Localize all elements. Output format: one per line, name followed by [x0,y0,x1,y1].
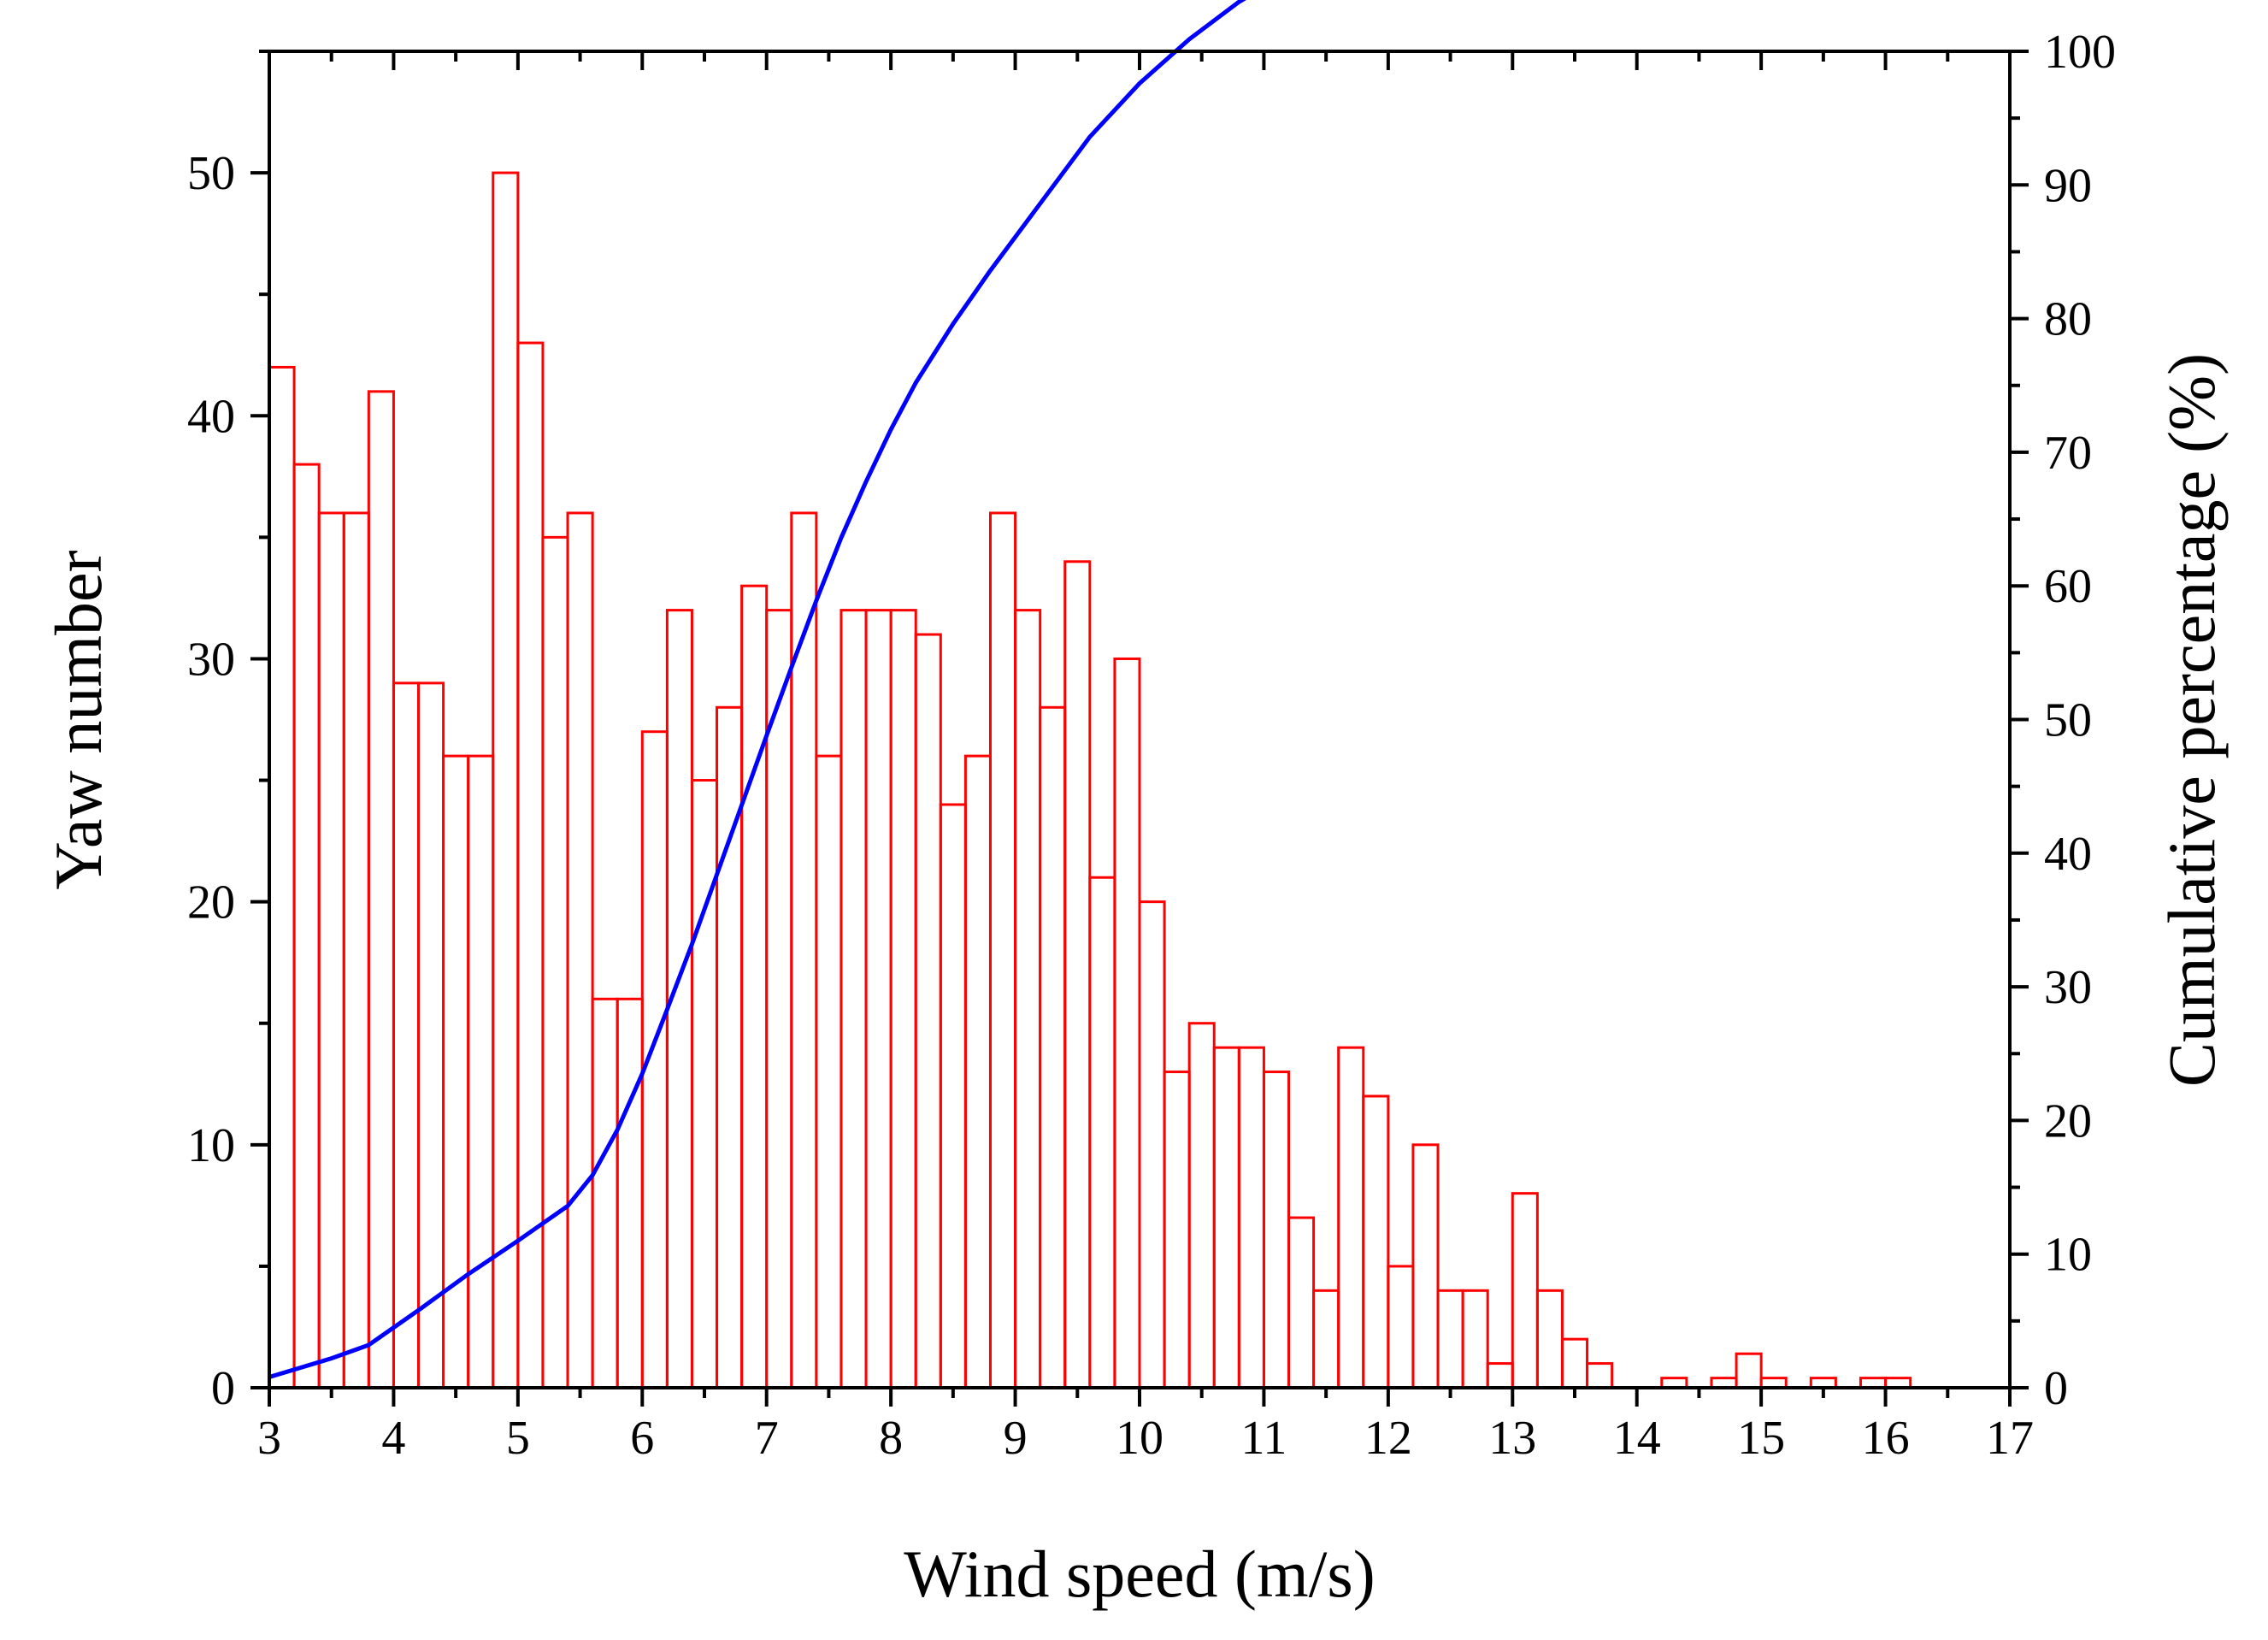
cumulative-line [268,0,1246,1379]
histogram-bar [1187,1022,1216,1389]
x-tick-label: 16 [1862,1412,1910,1465]
axis-ticks [250,50,2029,1407]
y2-tick-label: 70 [2044,427,2092,480]
x-tick-label: 7 [755,1412,779,1465]
histogram-bar [1088,876,1116,1389]
histogram-bar [1138,900,1166,1389]
histogram-bar [1461,1289,1489,1389]
histogram-bar [1511,1192,1539,1389]
x-tick-label: 12 [1364,1412,1412,1465]
x-axis-title: Wind speed (m/s) [904,1537,1375,1611]
x-tick-label: 6 [630,1412,654,1465]
y2-tick-label: 40 [2044,828,2092,881]
histogram-bar [392,681,421,1389]
x-tick-label: 14 [1613,1412,1661,1465]
y-tick-label: 40 [187,390,235,443]
histogram-bar [1237,1046,1265,1389]
histogram-bar [839,609,868,1389]
y2-tick-label: 10 [2044,1229,2092,1282]
histogram-bar [1535,1289,1564,1389]
histogram-bar [1063,560,1092,1389]
y2-tick-label: 60 [2044,560,2092,613]
y-tick-label: 10 [187,1119,235,1172]
y2-tick-label: 0 [2044,1362,2068,1415]
y2-tick-label: 100 [2044,26,2116,79]
histogram-bar [1039,705,1067,1389]
histogram-bar [864,609,892,1389]
tick-labels: 3 4 5 6 7 8 9 10 11 12 13 14 15 16 1701020304050010203… [187,26,2116,1465]
y2-tick-label: 30 [2044,961,2092,1014]
histogram-bar [790,511,818,1389]
histogram-bar [690,779,719,1389]
histogram-bar [616,997,644,1389]
histogram-bar [1411,1143,1440,1389]
y-tick-label: 50 [187,147,235,200]
y-tick-label: 0 [211,1362,235,1415]
histogram-bar [1560,1337,1589,1389]
y-axis-title: Yaw number [41,550,115,889]
histogram-bar [939,803,967,1389]
histogram-bar [1387,1265,1415,1389]
histogram-bar [988,511,1017,1389]
histogram-bar [541,535,569,1389]
histogram-bar [591,997,619,1389]
histogram-bar [492,171,520,1389]
histogram-bar [815,754,843,1389]
histogram-bar [342,511,370,1389]
histogram-bar [467,754,495,1389]
histogram-bar [1312,1289,1340,1389]
histogram-bar [292,463,321,1389]
x-tick-label: 10 [1116,1412,1163,1465]
histogram-bar [1262,1071,1291,1389]
histogram-bars [268,171,1912,1389]
histogram-bar [367,390,395,1389]
histogram-bar [1113,657,1141,1389]
histogram-bar [1362,1094,1390,1389]
y2-axis-title-text: Cumulative percentage [2154,470,2229,1087]
histogram-bar [963,754,992,1389]
x-tick-label: 8 [879,1412,903,1465]
histogram-bar [1436,1289,1464,1389]
histogram-bar [740,584,769,1389]
y2-tick-label: 50 [2044,694,2092,747]
x-tick-label: 9 [1004,1412,1028,1465]
histogram-bar [1735,1352,1763,1389]
y2-axis-title: Cumulative percentage (%) [2154,353,2229,1087]
y-tick-label: 30 [187,633,235,686]
y2-tick-label: 90 [2044,159,2092,212]
x-tick-label: 3 [257,1412,281,1465]
x-tick-label: 4 [381,1412,405,1465]
y2-tick-label: 20 [2044,1094,2092,1147]
histogram-bar [1337,1046,1365,1389]
histogram-bar [1163,1071,1191,1389]
histogram-bar [1212,1046,1240,1389]
histogram-bar [442,754,470,1389]
histogram-bar [889,609,917,1389]
histogram-bar [1586,1362,1614,1389]
x-tick-label: 15 [1737,1412,1785,1465]
y2-axis-title-unit: (%) [2154,353,2229,453]
histogram-bar [417,681,445,1389]
y2-tick-label: 80 [2044,293,2092,346]
x-tick-label: 11 [1240,1412,1287,1465]
x-tick-label: 13 [1488,1412,1536,1465]
histogram-bar [1014,609,1042,1389]
x-tick-label: 17 [1986,1412,2034,1465]
histogram-bar [914,633,942,1389]
histogram-bar [317,511,345,1389]
y-tick-label: 20 [187,876,235,929]
x-tick-label: 5 [506,1412,530,1465]
histogram-bar [268,365,296,1389]
histogram-bar [1287,1216,1316,1389]
histogram-bar [1486,1362,1514,1389]
histogram-bar [566,511,594,1389]
